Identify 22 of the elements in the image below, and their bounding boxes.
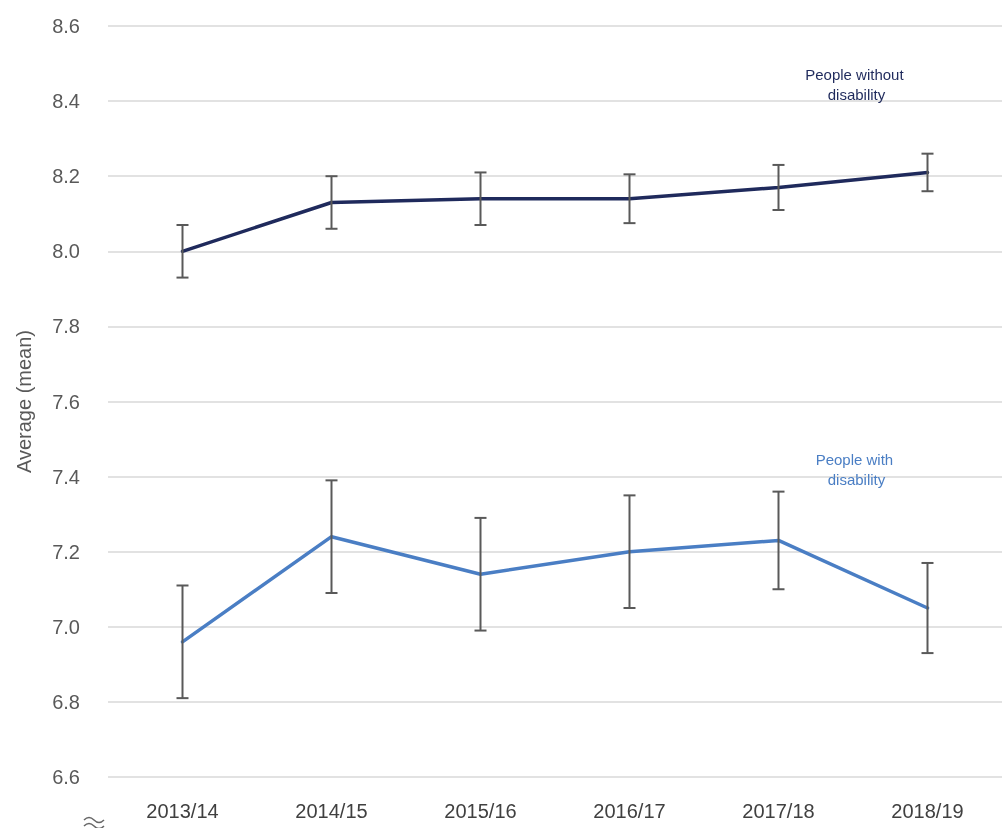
- x-tick-label: 2015/16: [444, 800, 517, 822]
- y-axis-title: Average (mean): [13, 329, 35, 474]
- y-tick-label: 8.0: [52, 240, 80, 263]
- y-tick-label: 7.0: [52, 615, 80, 638]
- y-tick-label: 8.4: [52, 90, 80, 113]
- y-tick-label: 6.8: [52, 690, 80, 713]
- y-tick-label: 7.2: [52, 540, 80, 563]
- x-tick-label: 2018/19: [891, 800, 964, 822]
- y-tick-label: 6.6: [52, 766, 80, 788]
- x-tick-label: 2014/15: [295, 800, 368, 822]
- text: People with disability: [815, 450, 898, 488]
- line-series: [180, 534, 930, 644]
- y-tick-label: 7.6: [52, 390, 80, 413]
- y-tick-label: 8.6: [52, 15, 80, 37]
- y-tick-label: 7.4: [52, 465, 80, 488]
- y-tick-label: 8.2: [52, 165, 80, 188]
- x-tick-label: 2016/17: [593, 800, 666, 822]
- y-tick-label: 7.8: [52, 315, 80, 338]
- text: People without disability: [805, 65, 908, 103]
- line-series: [180, 170, 930, 254]
- x-tick-label: 2017/18: [742, 800, 815, 822]
- x-tick-label: 2013/14: [146, 800, 219, 822]
